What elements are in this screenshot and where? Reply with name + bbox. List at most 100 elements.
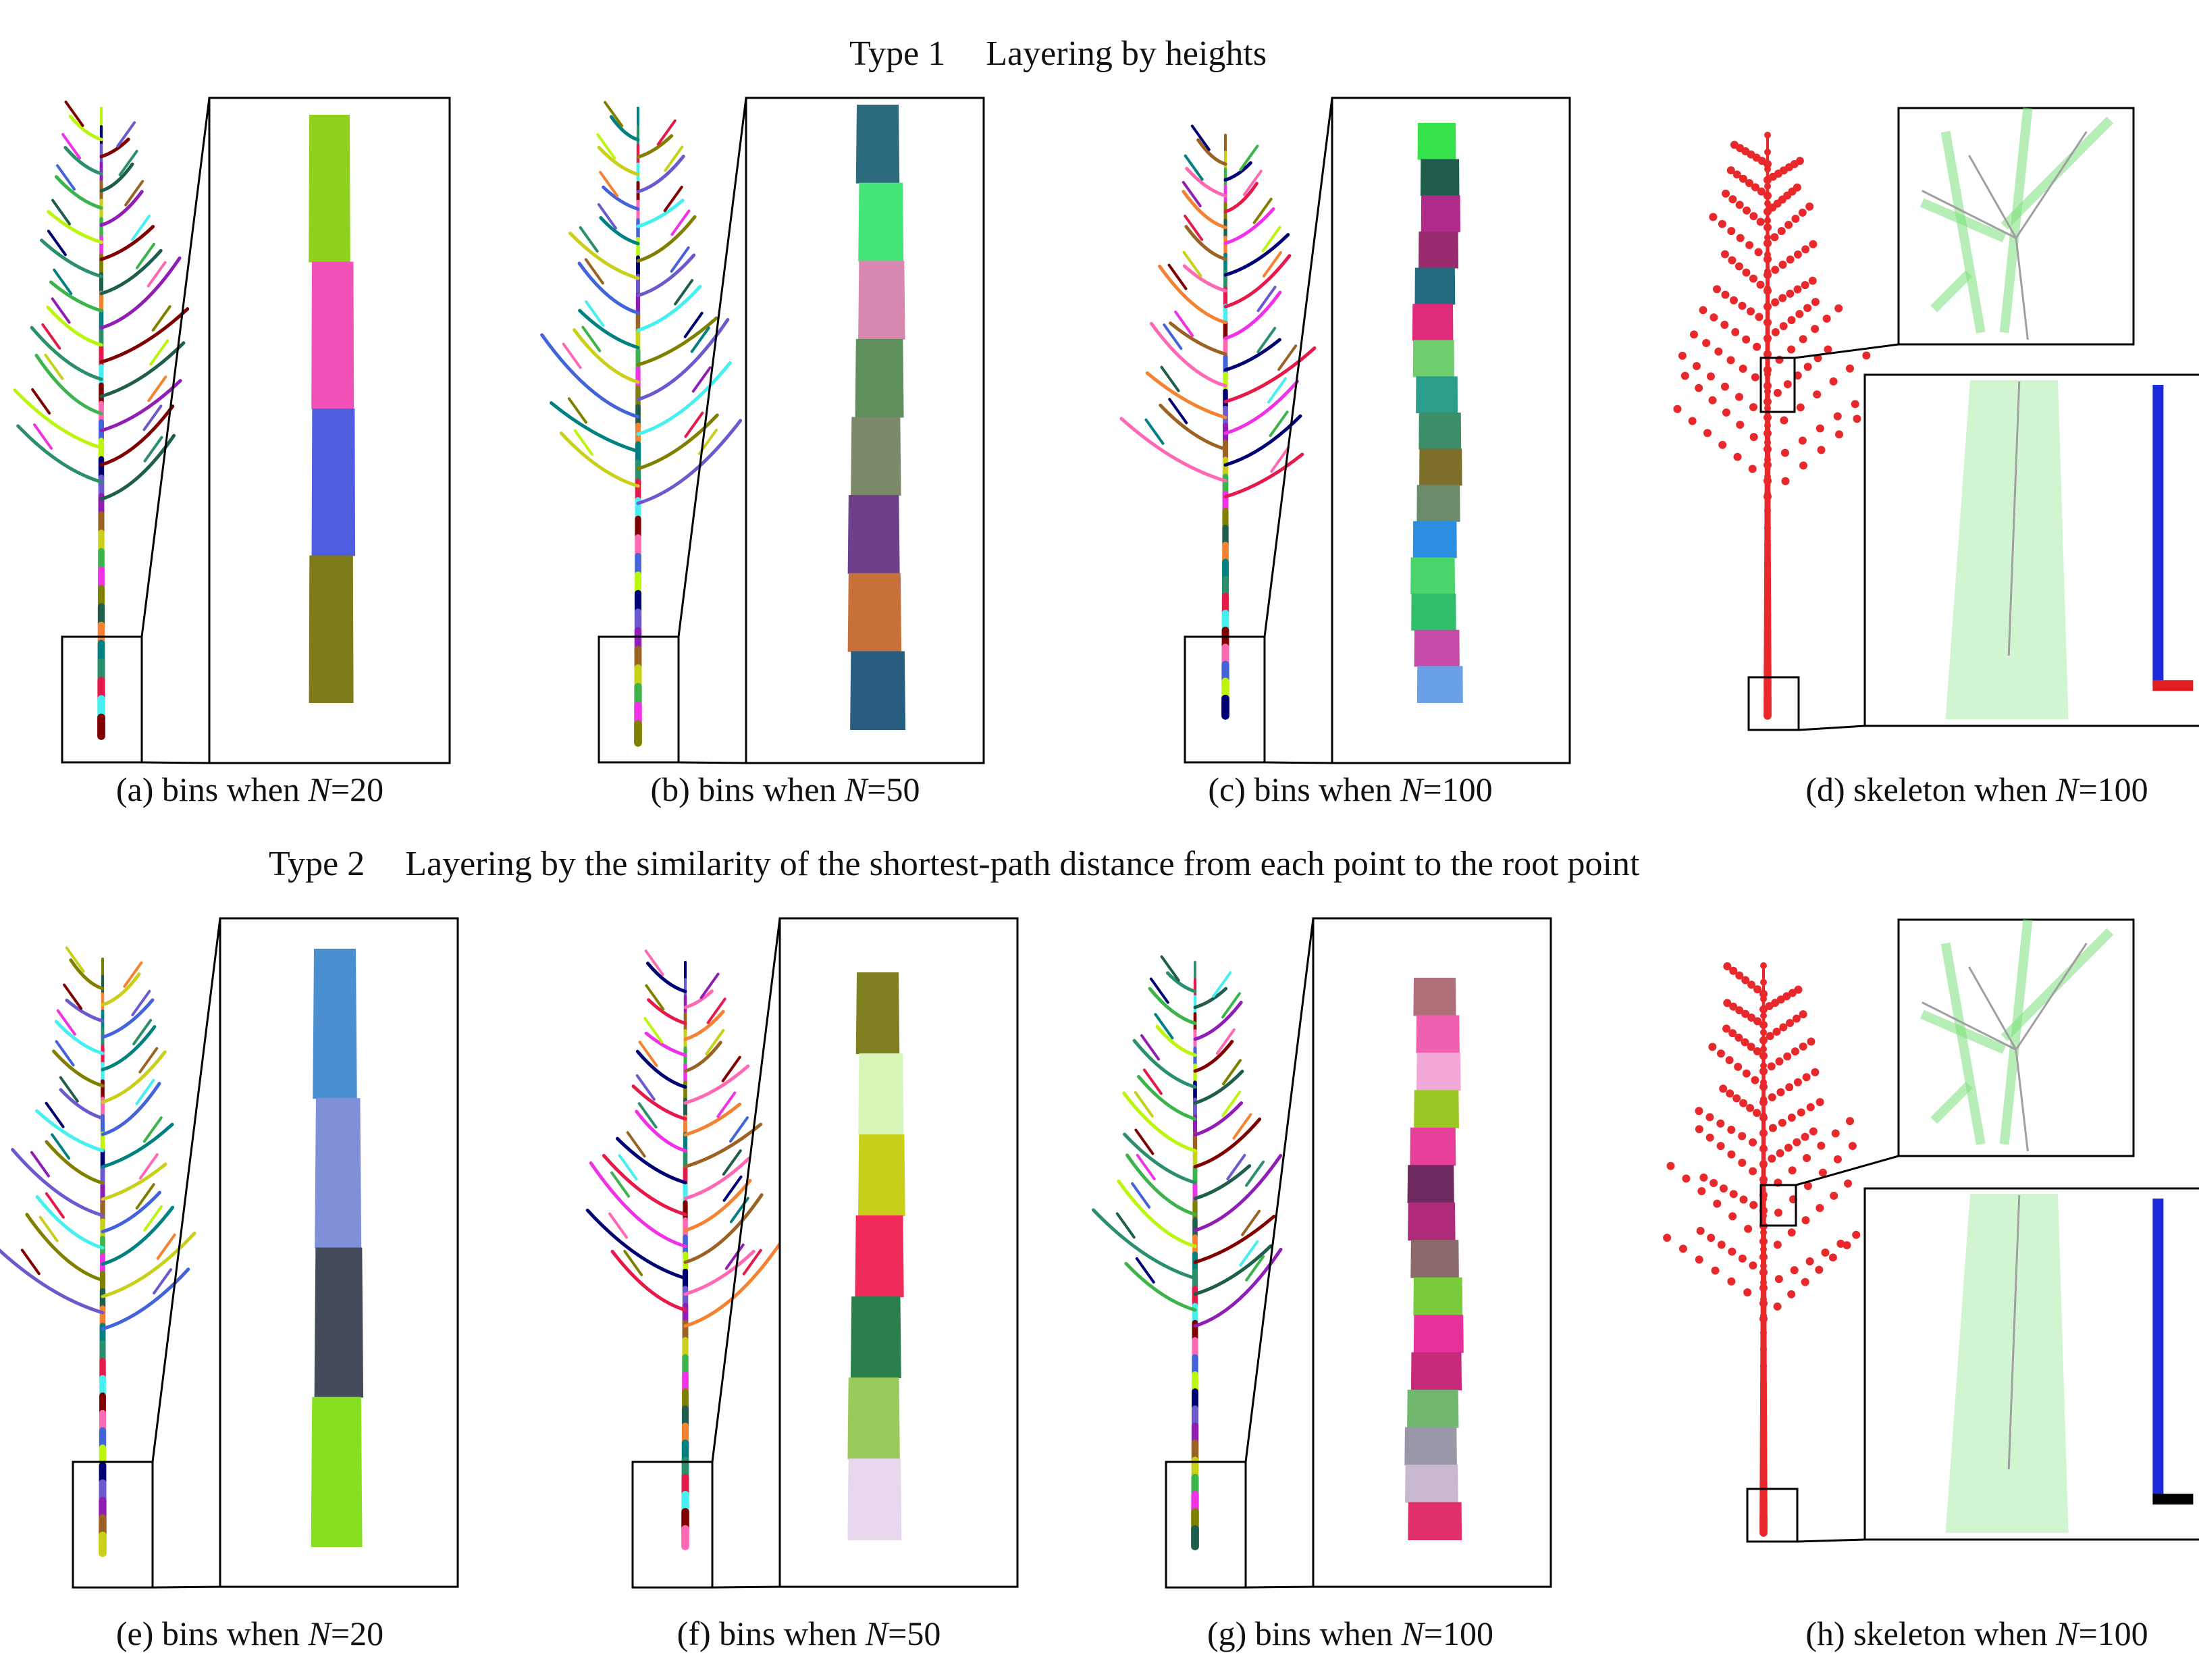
- skeleton-node: [1759, 1299, 1768, 1308]
- tree-twig: [664, 145, 684, 172]
- skeleton-node: [1682, 1174, 1691, 1183]
- skeleton-node: [1760, 1496, 1767, 1503]
- skeleton-node: [1703, 429, 1712, 438]
- skeleton-node: [1816, 1098, 1824, 1107]
- skeleton-node: [1793, 285, 1802, 294]
- tree-twig: [63, 983, 83, 1010]
- skeleton-node: [1705, 1113, 1714, 1122]
- zoom-panel-box: [1863, 373, 2199, 727]
- skeleton-node: [1739, 1195, 1748, 1204]
- skeleton-node: [1815, 1265, 1824, 1274]
- tree-twig: [670, 209, 691, 236]
- section-heading: Layering by heights: [986, 34, 1267, 73]
- skeleton-node: [1764, 695, 1771, 702]
- tree-twig: [579, 226, 599, 253]
- tree-branch: [47, 209, 103, 244]
- skeleton-node: [1678, 351, 1687, 360]
- caption-b: (b) bins when N=50: [650, 770, 920, 808]
- skeleton-line: [1968, 966, 2017, 1051]
- skeleton-node: [1680, 371, 1689, 380]
- tree-twig: [131, 214, 151, 241]
- skeleton-node: [1734, 1062, 1743, 1071]
- skeleton-node: [1755, 313, 1764, 321]
- tree-branch: [610, 1249, 687, 1312]
- skeleton-node: [1760, 978, 1767, 986]
- tree-twig: [1136, 1153, 1156, 1180]
- skeleton-line: [2015, 238, 2029, 340]
- skeleton-node: [1760, 1446, 1767, 1453]
- skeleton-node: [1663, 1234, 1672, 1242]
- skeleton-node: [1764, 524, 1771, 531]
- tree-branch: [69, 958, 105, 991]
- tree-branch: [549, 401, 640, 453]
- tree-twig: [722, 1149, 742, 1176]
- skeleton-node: [1759, 1237, 1768, 1246]
- skeleton-node: [1801, 1132, 1809, 1141]
- tree-branch: [16, 424, 103, 484]
- tree-twig: [123, 961, 143, 988]
- skeleton-node: [1764, 365, 1772, 374]
- skeleton-node: [1760, 1429, 1767, 1436]
- tree-twig: [55, 1040, 75, 1067]
- zoom-region-box: [598, 635, 680, 764]
- tree-twig: [1267, 377, 1287, 404]
- tree-branch: [578, 309, 640, 350]
- point-cloud-branch: [1940, 130, 1986, 334]
- tree-twig: [61, 133, 82, 160]
- skeleton-line: [2015, 1049, 2029, 1152]
- skeleton-node: [1753, 1109, 1761, 1118]
- tree-twig: [663, 186, 683, 213]
- section-label: Type 2: [269, 845, 365, 883]
- skeleton-node: [1764, 350, 1772, 359]
- tree-branch: [1132, 1039, 1197, 1089]
- zoom-connector-line: [1263, 97, 1333, 637]
- tree-twig: [59, 1076, 79, 1103]
- tree-branch: [1223, 182, 1259, 213]
- tree-branch: [99, 225, 155, 261]
- tree-branch: [636, 413, 719, 471]
- skeleton-node: [1824, 345, 1832, 354]
- zoom-connector-line: [1797, 1538, 1865, 1543]
- skeleton-node: [1844, 1179, 1853, 1188]
- panel-d: [1673, 107, 2199, 731]
- axis-glyph-vertical: [2152, 385, 2164, 687]
- stem-bin-segment: [1416, 485, 1460, 522]
- skeleton-node: [1760, 1362, 1767, 1369]
- skeleton-node: [1771, 298, 1780, 307]
- skeleton-node: [1760, 1229, 1767, 1236]
- caption-f: (f) bins when N=50: [677, 1615, 941, 1652]
- stem-bin-segment: [314, 1247, 364, 1398]
- tree-branch: [1158, 264, 1227, 325]
- zoom-connector-line: [141, 761, 210, 764]
- skeleton-node: [1811, 298, 1820, 307]
- skeleton-node: [1799, 335, 1807, 344]
- skeleton-node: [1806, 1103, 1815, 1111]
- tree-twig: [33, 423, 53, 450]
- tree-twig: [142, 404, 163, 431]
- tree-twig: [1256, 327, 1277, 354]
- skeleton-node: [1768, 1093, 1776, 1101]
- skeleton-node: [1695, 1107, 1703, 1115]
- skeleton-node: [1792, 1014, 1801, 1023]
- tree-branch: [636, 361, 732, 436]
- tree-twig: [1222, 1059, 1242, 1086]
- caption-g: (g) bins when N=100: [1207, 1615, 1494, 1652]
- zoom-panel-box: [1863, 1187, 2199, 1541]
- tree-branch: [1193, 1118, 1262, 1169]
- tree-twig: [1239, 145, 1259, 172]
- stem-bin-segment: [1419, 413, 1462, 450]
- point-cloud-branch: [2001, 928, 2114, 1041]
- zoom-region-box: [1184, 635, 1266, 764]
- zoom-connector-line: [1264, 761, 1333, 764]
- tree-branch: [636, 215, 697, 263]
- tree-twig: [1239, 1240, 1259, 1267]
- stem-bin-segment: [311, 1396, 363, 1547]
- skeleton-line: [1968, 155, 2017, 239]
- tree-twig: [608, 1212, 629, 1239]
- tree-twig: [597, 203, 617, 230]
- zoom-connector-line: [151, 918, 221, 1463]
- skeleton-node: [1764, 492, 1772, 501]
- skeleton-node: [1760, 1413, 1767, 1420]
- skeleton-node: [1799, 1010, 1807, 1019]
- tree-twig: [151, 305, 171, 332]
